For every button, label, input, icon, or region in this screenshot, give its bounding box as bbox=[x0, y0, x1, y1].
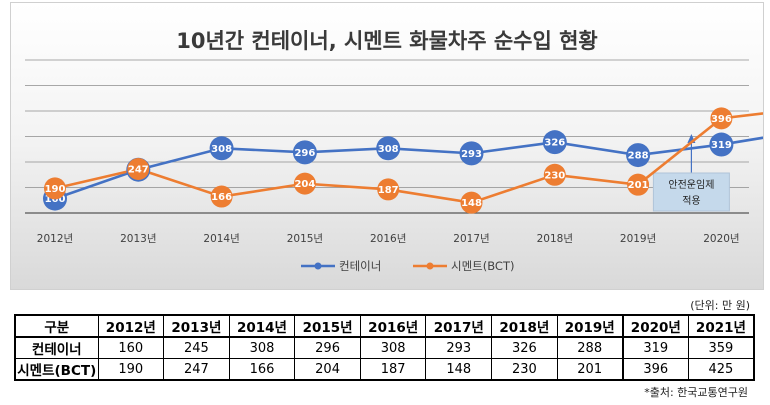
data-point bbox=[44, 177, 66, 200]
annotation-box bbox=[652, 172, 730, 212]
data-label: 288 bbox=[628, 151, 649, 162]
legend-label: 컨테이너 bbox=[339, 259, 381, 273]
data-label: 230 bbox=[544, 170, 565, 181]
table-header-row: 구분 2012년 2013년 2014년 2015년 2016년 2017년 2… bbox=[14, 314, 755, 338]
legend-marker bbox=[314, 262, 322, 270]
table-cell: 326 bbox=[491, 336, 558, 359]
table-cell: 230 bbox=[491, 358, 558, 381]
legend: 컨테이너 시멘트(BCT) bbox=[301, 259, 514, 273]
line-chart: 10년간 컨테이너, 시멘트 화물차주 순수입 현황 안전운임제 적용 160 2… bbox=[25, 29, 763, 273]
x-tick-label: 2019년 bbox=[620, 233, 656, 245]
data-point bbox=[542, 130, 567, 155]
table-header-cell: 2016년 bbox=[359, 314, 427, 338]
source-note: *출처: 한국교통연구원 bbox=[644, 386, 748, 399]
unit-note: (단위: 만 원) bbox=[690, 299, 750, 312]
data-point bbox=[543, 163, 566, 186]
legend-marker bbox=[426, 262, 434, 270]
table-cell: 396 bbox=[621, 358, 689, 381]
x-tick-label: 2013년 bbox=[120, 233, 156, 245]
annotation: 안전운임제 적용 bbox=[652, 134, 730, 212]
table-cell: 293 bbox=[425, 336, 493, 359]
table-cell: 296 bbox=[294, 336, 361, 359]
table-cell: 288 bbox=[556, 336, 624, 359]
data-label: 308 bbox=[211, 144, 232, 155]
annotation-text-line1: 안전운임제 bbox=[668, 178, 714, 191]
data-point bbox=[209, 136, 234, 161]
data-point bbox=[709, 132, 734, 157]
data-label: 201 bbox=[628, 180, 649, 191]
table-cell: 425 bbox=[687, 358, 755, 381]
data-label: 319 bbox=[711, 140, 732, 151]
series-line bbox=[54, 112, 763, 205]
table-cell: 148 bbox=[425, 358, 493, 381]
table-cell: 308 bbox=[228, 336, 296, 359]
data-label: 190 bbox=[45, 184, 66, 195]
x-tick-label: 2017년 bbox=[453, 233, 489, 245]
data-point bbox=[293, 172, 316, 195]
data-point bbox=[292, 140, 317, 165]
table-cell: 166 bbox=[228, 358, 296, 381]
data-label: 204 bbox=[294, 179, 315, 190]
chart-title: 10년간 컨테이너, 시멘트 화물차주 순수입 현황 bbox=[176, 29, 598, 53]
series-line bbox=[54, 136, 763, 200]
data-point bbox=[459, 141, 484, 166]
data-label: 247 bbox=[128, 165, 149, 176]
legend-label: 시멘트(BCT) bbox=[451, 259, 514, 273]
table-cell: 160 bbox=[97, 336, 165, 359]
x-tick-label: 2016년 bbox=[370, 233, 406, 245]
table-cell: 190 bbox=[97, 358, 165, 381]
data-label: 396 bbox=[711, 114, 732, 125]
table-header-cell: 2013년 bbox=[163, 314, 230, 338]
table-cell: 359 bbox=[687, 336, 755, 359]
table-header-cell: 2019년 bbox=[556, 314, 624, 338]
data-label: 160 bbox=[45, 194, 66, 205]
table-header-cell: 2014년 bbox=[228, 314, 296, 338]
series-layer: 1602453082963082933262883193591902471662… bbox=[43, 107, 763, 214]
data-point bbox=[377, 178, 400, 201]
chart-panel: 10년간 컨테이너, 시멘트 화물차주 순수입 현황 안전운임제 적용 160 2… bbox=[10, 2, 764, 290]
data-point bbox=[626, 143, 651, 168]
table-row-label: 시멘트(BCT) bbox=[14, 358, 99, 381]
data-point bbox=[627, 173, 650, 196]
data-point bbox=[460, 191, 483, 214]
data-point bbox=[210, 185, 233, 208]
data-label: 148 bbox=[461, 198, 482, 209]
x-axis-ticks: 2012년 2013년 2014년 2015년 2016년 2017년 2018년 2019년… bbox=[37, 233, 740, 245]
table-cell: 204 bbox=[294, 358, 361, 381]
table-header-cell: 2018년 bbox=[491, 314, 558, 338]
x-tick-label: 2020년 bbox=[703, 233, 739, 245]
table-cell: 201 bbox=[556, 358, 624, 381]
table-header-cell: 2012년 bbox=[97, 314, 165, 338]
table-header-cell: 2020년 bbox=[621, 314, 689, 338]
data-point bbox=[127, 158, 150, 181]
x-tick-label: 2014년 bbox=[203, 233, 239, 245]
annotation-text-line2: 적용 bbox=[682, 195, 700, 207]
table-cell: 319 bbox=[621, 336, 689, 359]
table-row: 시멘트(BCT) 190 247 166 204 187 148 230 201… bbox=[14, 358, 755, 381]
x-tick-label: 2012년 bbox=[37, 233, 73, 245]
table-header-cell: 2015년 bbox=[294, 314, 361, 338]
data-label: 326 bbox=[544, 138, 565, 149]
table-corner: 구분 bbox=[14, 314, 99, 338]
table-cell: 187 bbox=[359, 358, 427, 381]
table-header-cell: 2017년 bbox=[425, 314, 493, 338]
data-point bbox=[376, 136, 401, 161]
x-tick-label: 2018년 bbox=[537, 233, 573, 245]
data-label: 166 bbox=[211, 192, 232, 203]
table-cell: 247 bbox=[163, 358, 230, 381]
table-row-label: 컨테이너 bbox=[14, 336, 99, 359]
table-header-cell: 2021년 bbox=[687, 314, 755, 338]
data-table: 구분 2012년 2013년 2014년 2015년 2016년 2017년 2… bbox=[14, 314, 755, 381]
data-label: 293 bbox=[461, 149, 482, 160]
table-cell: 245 bbox=[163, 336, 230, 359]
table-row: 컨테이너 160 245 308 296 308 293 326 288 319… bbox=[14, 336, 755, 359]
data-label: 187 bbox=[378, 185, 399, 196]
table-cell: 308 bbox=[359, 336, 427, 359]
data-point bbox=[710, 107, 733, 130]
data-label: 308 bbox=[378, 144, 399, 155]
data-label: 296 bbox=[294, 148, 315, 159]
x-tick-label: 2015년 bbox=[287, 233, 323, 245]
